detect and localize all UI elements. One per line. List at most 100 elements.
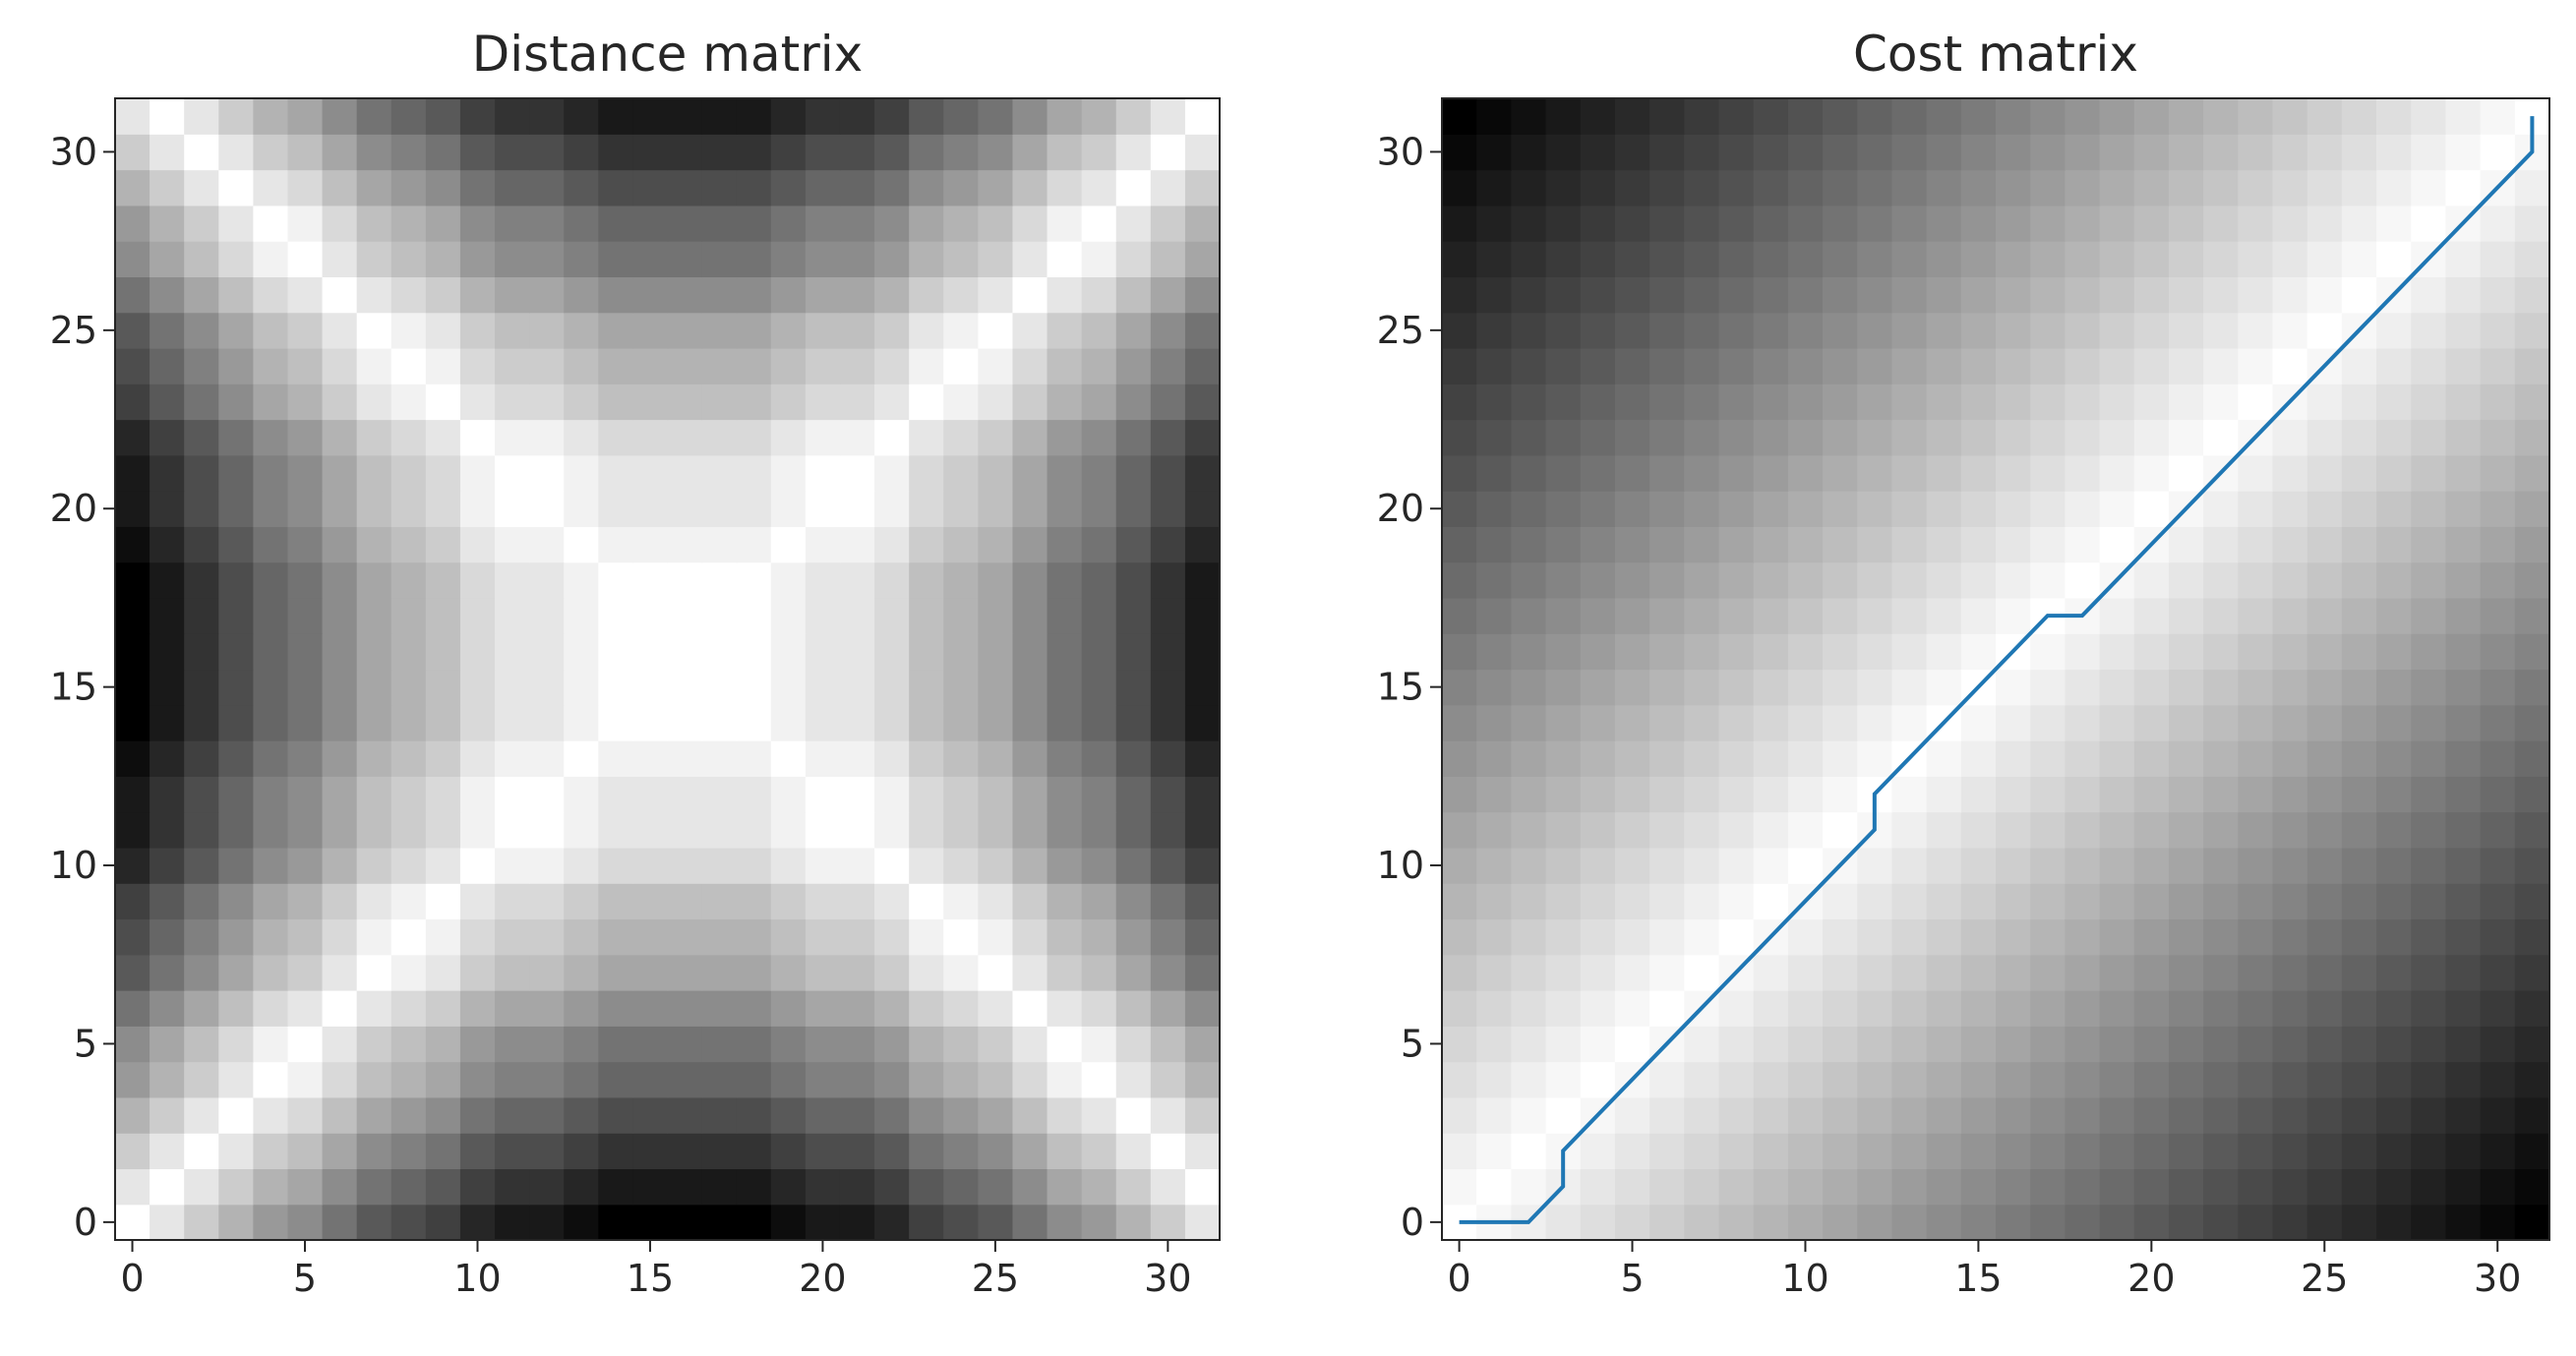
heatmap-cell — [1476, 312, 1512, 349]
heatmap-cell — [1511, 169, 1547, 206]
heatmap-cell — [1150, 740, 1186, 777]
heatmap-cell — [1081, 1061, 1117, 1098]
heatmap-cell — [1545, 98, 1582, 135]
heatmap-cell — [978, 312, 1014, 349]
heatmap-cell — [1996, 169, 2031, 206]
heatmap-cell — [1047, 561, 1083, 599]
heatmap-cell — [2030, 776, 2066, 813]
heatmap-cell — [2480, 276, 2516, 314]
heatmap-cell — [1047, 241, 1083, 278]
heatmap-cell — [2411, 276, 2447, 314]
heatmap-cell — [1511, 740, 1547, 777]
heatmap-cell — [564, 1026, 599, 1063]
heatmap-cell — [943, 491, 979, 527]
heatmap-cell — [115, 597, 150, 634]
heatmap-cell — [2445, 1168, 2482, 1206]
heatmap-cell — [495, 419, 530, 456]
heatmap-cell — [2514, 918, 2550, 956]
heatmap-cell — [1926, 776, 1962, 813]
heatmap-cell — [459, 1133, 496, 1170]
heatmap-cell — [1960, 776, 1997, 813]
heatmap-cell — [770, 205, 807, 242]
heatmap-cell — [1115, 1026, 1152, 1063]
heatmap-cell — [909, 205, 944, 242]
heatmap-cell — [253, 454, 289, 492]
heatmap-cell — [2065, 419, 2101, 456]
heatmap-cell — [2514, 740, 2550, 777]
heatmap-cell — [2133, 704, 2170, 741]
heatmap-cell — [1511, 704, 1547, 741]
heatmap-cell — [1442, 1133, 1477, 1170]
heatmap-cell — [495, 954, 530, 991]
heatmap-cell — [978, 491, 1014, 527]
heatmap-cell — [2203, 383, 2239, 421]
heatmap-cell — [287, 205, 324, 242]
heatmap-cell — [390, 454, 427, 492]
y-tick-label: 20 — [50, 487, 97, 530]
heatmap-cell — [2203, 704, 2239, 741]
heatmap-cell — [2376, 990, 2412, 1027]
heatmap-cell — [2341, 990, 2377, 1027]
heatmap-cell — [1996, 1061, 2031, 1098]
heatmap-cell — [1718, 1026, 1755, 1063]
heatmap-cell — [2065, 669, 2101, 706]
heatmap-cell — [2376, 134, 2412, 171]
heatmap-cell — [2238, 776, 2274, 813]
heatmap-cell — [356, 383, 392, 421]
heatmap-cell — [874, 740, 910, 777]
heatmap-cell — [2133, 169, 2170, 206]
heatmap-cell — [632, 704, 669, 741]
heatmap-cell — [2133, 419, 2170, 456]
heatmap-cell — [2445, 1204, 2482, 1241]
heatmap-cell — [1184, 241, 1221, 278]
heatmap-cell — [805, 669, 841, 706]
heatmap-cell — [1614, 740, 1650, 777]
heatmap-cell — [1150, 169, 1186, 206]
heatmap-cell — [2480, 883, 2516, 920]
heatmap-cell — [529, 669, 565, 706]
heatmap-cell — [495, 1204, 530, 1241]
heatmap-cell — [874, 134, 910, 171]
heatmap-cell — [1823, 312, 1858, 349]
heatmap-cell — [1012, 1096, 1048, 1134]
heatmap-cell — [736, 918, 772, 956]
heatmap-cell — [1926, 561, 1962, 599]
heatmap-cell — [2238, 1061, 2274, 1098]
heatmap-cell — [2272, 312, 2308, 349]
heatmap-cell — [943, 918, 979, 956]
heatmap-cell — [1787, 1133, 1824, 1170]
heatmap-cell — [1511, 918, 1547, 956]
heatmap-cell — [2203, 169, 2239, 206]
heatmap-cell — [978, 454, 1014, 492]
heatmap-cell — [1960, 1133, 1997, 1170]
heatmap-cell — [1996, 704, 2031, 741]
heatmap-cell — [632, 561, 669, 599]
heatmap-cell — [598, 954, 634, 991]
heatmap-cell — [632, 134, 669, 171]
heatmap-cell — [1150, 454, 1186, 492]
heatmap-cell — [2306, 312, 2343, 349]
heatmap-cell — [1150, 883, 1186, 920]
heatmap-cell — [1580, 704, 1616, 741]
heatmap-cell — [184, 1026, 219, 1063]
heatmap-cell — [736, 1133, 772, 1170]
heatmap-cell — [1012, 241, 1048, 278]
heatmap-cell — [1857, 454, 1893, 492]
heatmap-cell — [2030, 134, 2066, 171]
heatmap-cell — [2203, 669, 2239, 706]
heatmap-cell — [1787, 134, 1824, 171]
heatmap-cell — [1649, 1133, 1685, 1170]
heatmap-cell — [2411, 205, 2447, 242]
heatmap-cell — [978, 205, 1014, 242]
heatmap-cell — [1476, 134, 1512, 171]
heatmap-cell — [2030, 454, 2066, 492]
heatmap-cell — [839, 954, 875, 991]
heatmap-cell — [2376, 347, 2412, 384]
heatmap-cell — [1891, 383, 1928, 421]
heatmap-cell — [287, 276, 324, 314]
heatmap-cell — [1718, 1204, 1755, 1241]
heatmap-cell — [218, 454, 254, 492]
heatmap-cell — [1511, 241, 1547, 278]
heatmap-cell — [736, 1026, 772, 1063]
heatmap-cell — [2480, 954, 2516, 991]
